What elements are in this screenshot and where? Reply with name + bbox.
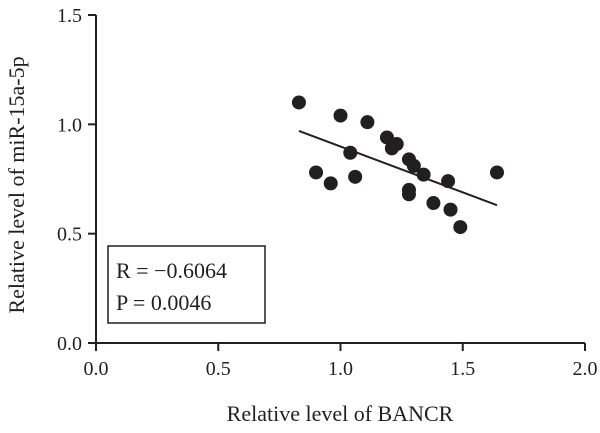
p-value-text: P = 0.0046 <box>116 290 211 315</box>
x-tick-label: 1.5 <box>450 358 475 380</box>
data-point <box>406 158 421 173</box>
x-tick-label: 2.0 <box>573 358 598 380</box>
data-point <box>453 220 468 235</box>
ticks <box>88 14 586 351</box>
x-tick-label: 0.5 <box>206 358 231 380</box>
data-point <box>401 187 416 202</box>
data-point <box>291 95 306 110</box>
data-point <box>323 176 338 191</box>
data-point <box>489 165 504 180</box>
data-point <box>343 145 358 160</box>
x-axis-title: Relative level of BANCR <box>227 401 454 426</box>
data-point <box>416 167 431 182</box>
data-point <box>348 169 363 184</box>
data-points <box>291 95 504 235</box>
y-tick-label: 0.5 <box>57 224 82 246</box>
x-tick-label: 1.0 <box>328 358 353 380</box>
data-point <box>441 174 456 189</box>
x-tick-label: 0.0 <box>84 358 109 380</box>
stats-box: R = −0.6064 P = 0.0046 <box>107 245 266 324</box>
tick-labels: 0.0 0.5 1.0 1.5 2.0 0.0 0.5 1.0 1.5 <box>57 5 598 380</box>
data-point <box>333 108 348 123</box>
correlation-r-text: R = −0.6064 <box>116 258 227 283</box>
data-point <box>426 196 441 211</box>
y-tick-label: 0.0 <box>57 333 82 355</box>
y-axis-title: Relative level of miR-15a-5p <box>4 56 29 313</box>
data-point <box>309 165 324 180</box>
y-tick-label: 1.0 <box>57 114 82 136</box>
stats-box-border <box>107 245 266 324</box>
y-tick-label: 1.5 <box>57 5 82 27</box>
regression-line <box>298 129 498 207</box>
data-point <box>360 115 375 130</box>
data-point <box>389 137 404 152</box>
data-point <box>443 202 458 217</box>
